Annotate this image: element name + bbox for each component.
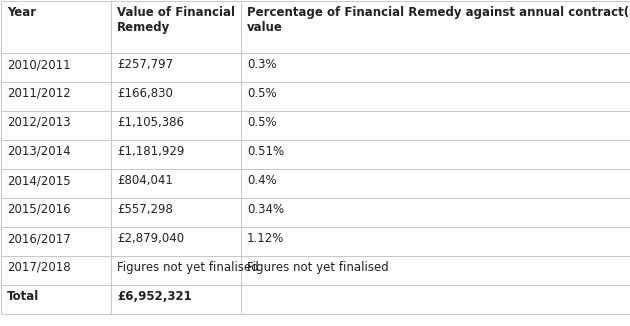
Bar [1,285,111,314]
Text: 2015/2016: 2015/2016 [7,203,71,216]
Bar [111,82,241,111]
Bar [1,1,111,53]
Bar [111,285,241,314]
Text: Value of Financial
Remedy: Value of Financial Remedy [117,6,235,34]
Bar [241,285,630,314]
Text: Figures not yet finalised: Figures not yet finalised [247,261,389,274]
Text: £6,952,321: £6,952,321 [117,290,192,303]
Bar [111,53,241,82]
Text: £1,105,386: £1,105,386 [117,116,184,129]
Bar [111,227,241,256]
Text: £1,181,929: £1,181,929 [117,145,185,158]
Text: £557,298: £557,298 [117,203,173,216]
Bar [241,82,630,111]
Text: 1.12%: 1.12% [247,232,284,245]
Bar [241,227,630,256]
Text: £2,879,040: £2,879,040 [117,232,184,245]
Text: 2010/2011: 2010/2011 [7,58,71,71]
Text: 2013/2014: 2013/2014 [7,145,71,158]
Text: 2014/2015: 2014/2015 [7,174,71,187]
Bar [1,82,111,111]
Text: Percentage of Financial Remedy against annual contract(s)
value: Percentage of Financial Remedy against a… [247,6,630,34]
Bar [241,1,630,53]
Bar [1,198,111,227]
Bar [1,169,111,198]
Bar [241,53,630,82]
Bar [241,169,630,198]
Bar [241,198,630,227]
Text: 2011/2012: 2011/2012 [7,87,71,100]
Bar [1,111,111,140]
Text: 0.34%: 0.34% [247,203,284,216]
Text: 0.5%: 0.5% [247,87,277,100]
Text: Year: Year [7,6,36,19]
Bar [241,256,630,285]
Bar [111,198,241,227]
Text: 2012/2013: 2012/2013 [7,116,71,129]
Bar [241,111,630,140]
Bar [111,111,241,140]
Text: £804,041: £804,041 [117,174,173,187]
Bar [1,140,111,169]
Bar [111,256,241,285]
Text: Figures not yet finalised: Figures not yet finalised [117,261,259,274]
Bar [111,169,241,198]
Text: 0.4%: 0.4% [247,174,277,187]
Bar [1,256,111,285]
Text: Total: Total [7,290,39,303]
Bar [1,227,111,256]
Bar [111,1,241,53]
Text: 2016/2017: 2016/2017 [7,232,71,245]
Bar [241,140,630,169]
Text: 2017/2018: 2017/2018 [7,261,71,274]
Text: 0.51%: 0.51% [247,145,284,158]
Text: 0.3%: 0.3% [247,58,277,71]
Text: £257,797: £257,797 [117,58,173,71]
Text: 0.5%: 0.5% [247,116,277,129]
Bar [111,140,241,169]
Text: £166,830: £166,830 [117,87,173,100]
Bar [1,53,111,82]
